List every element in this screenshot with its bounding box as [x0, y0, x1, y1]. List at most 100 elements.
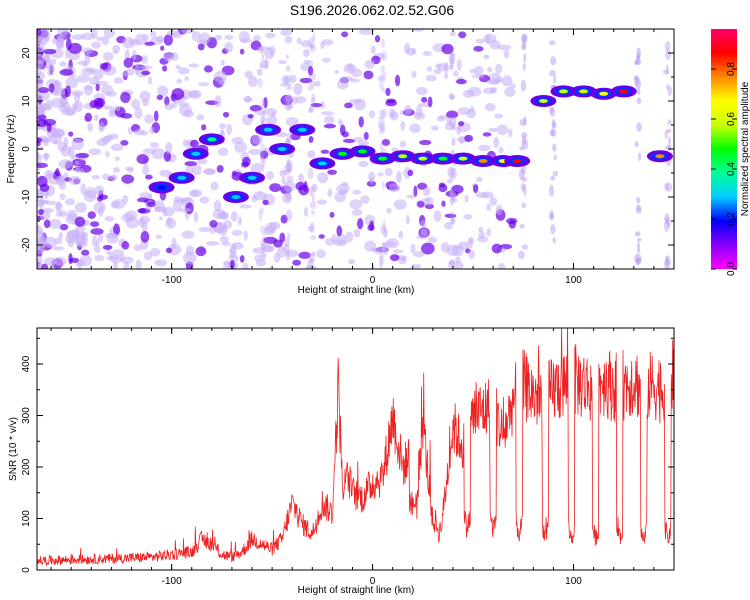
noise-speck: [298, 251, 311, 259]
noise-speck: [140, 55, 148, 64]
noise-speck: [308, 136, 314, 143]
spectrogram-y-tick-label: 20: [21, 47, 32, 59]
noise-streak: [260, 48, 266, 58]
noise-speck: [121, 241, 130, 250]
noise-speck: [415, 86, 428, 96]
noise-speck: [324, 237, 335, 246]
noise-speck: [176, 78, 183, 84]
noise-speck: [310, 102, 323, 108]
noise-speck: [413, 112, 426, 120]
noise-streak: [285, 54, 290, 60]
noise-speck: [279, 232, 286, 243]
noise-speck: [496, 124, 509, 136]
noise-speck: [95, 83, 100, 92]
noise-speck: [165, 247, 173, 254]
noise-speck: [146, 201, 156, 207]
noise-streak: [312, 32, 316, 43]
noise-speck: [184, 76, 190, 82]
noise-speck: [163, 151, 172, 162]
noise-streak: [634, 141, 639, 148]
ridge-point: [438, 156, 448, 161]
noise-streak: [285, 209, 293, 222]
noise-streak: [283, 164, 290, 176]
noise-streak: [449, 116, 457, 128]
noise-streak: [262, 239, 266, 251]
noise-speck: [430, 125, 439, 131]
noise-streak: [636, 47, 641, 59]
noise-streak: [552, 143, 557, 152]
noise-speck: [37, 162, 48, 168]
noise-speck: [120, 139, 129, 146]
noise-speck: [191, 30, 201, 42]
colorbar: 0.0 0.2 0.4 0.6 0.8 Normalized spectral ampl…: [711, 29, 750, 276]
noise-speck: [179, 104, 192, 117]
noise-streak: [636, 87, 641, 95]
noise-streak: [666, 128, 672, 134]
noise-speck: [77, 60, 88, 65]
noise-speck: [61, 108, 76, 116]
snr-y-tick-label: 400: [21, 355, 32, 372]
noise-speck: [381, 139, 391, 146]
noise-speck: [112, 167, 120, 173]
ridge-point: [378, 156, 388, 161]
noise-streak: [309, 185, 315, 198]
noise-speck: [338, 118, 343, 126]
noise-streak: [286, 158, 291, 167]
noise-streak: [378, 128, 384, 135]
noise-streak: [381, 127, 386, 133]
noise-streak: [663, 217, 671, 222]
noise-speck: [123, 261, 130, 269]
noise-speck: [89, 100, 98, 109]
noise-speck: [90, 228, 104, 235]
noise-speck: [262, 199, 269, 206]
noise-streak: [664, 182, 669, 191]
noise-speck: [264, 47, 275, 60]
noise-speck: [382, 228, 388, 239]
noise-speck: [475, 176, 483, 183]
noise-speck: [406, 194, 416, 199]
noise-speck: [178, 197, 193, 202]
noise-speck: [74, 160, 80, 166]
noise-streak: [449, 94, 456, 100]
noise-speck: [425, 74, 437, 82]
noise-streak: [518, 250, 525, 260]
noise-speck: [508, 219, 517, 229]
noise-speck: [94, 254, 105, 262]
noise-speck: [175, 64, 181, 70]
noise-streak: [449, 52, 455, 58]
noise-speck: [214, 95, 222, 108]
noise-speck: [473, 45, 484, 52]
noise-speck: [265, 32, 276, 39]
noise-streak: [257, 190, 263, 196]
noise-speck: [452, 70, 459, 77]
noise-speck: [426, 66, 433, 72]
noise-speck: [412, 251, 425, 258]
noise-speck: [156, 94, 164, 101]
noise-speck: [493, 136, 500, 149]
noise-speck: [50, 128, 64, 138]
noise-streak: [285, 249, 290, 261]
noise-streak: [379, 81, 384, 92]
noise-streak: [284, 75, 289, 85]
noise-speck: [57, 141, 68, 152]
noise-speck: [142, 148, 157, 155]
noise-speck: [121, 174, 135, 184]
noise-speck: [204, 65, 213, 73]
noise-speck: [451, 184, 464, 194]
colorbar-ticks: 0.0 0.2 0.4 0.6 0.8: [711, 62, 737, 276]
noise-speck: [411, 70, 417, 79]
noise-speck: [79, 254, 92, 267]
noise-speck: [53, 256, 67, 267]
noise-streak: [448, 259, 456, 265]
noise-speck: [181, 29, 195, 35]
ridge-point: [418, 156, 428, 161]
noise-speck: [444, 213, 457, 218]
noise-streak: [261, 158, 266, 164]
noise-streak: [310, 210, 316, 215]
snr-y-label: SNR (10 * v/v): [8, 417, 19, 481]
noise-speck: [234, 141, 248, 153]
noise-speck: [96, 97, 106, 108]
noise-streak: [286, 175, 294, 183]
noise-speck: [289, 103, 294, 109]
noise-streak: [638, 152, 642, 162]
